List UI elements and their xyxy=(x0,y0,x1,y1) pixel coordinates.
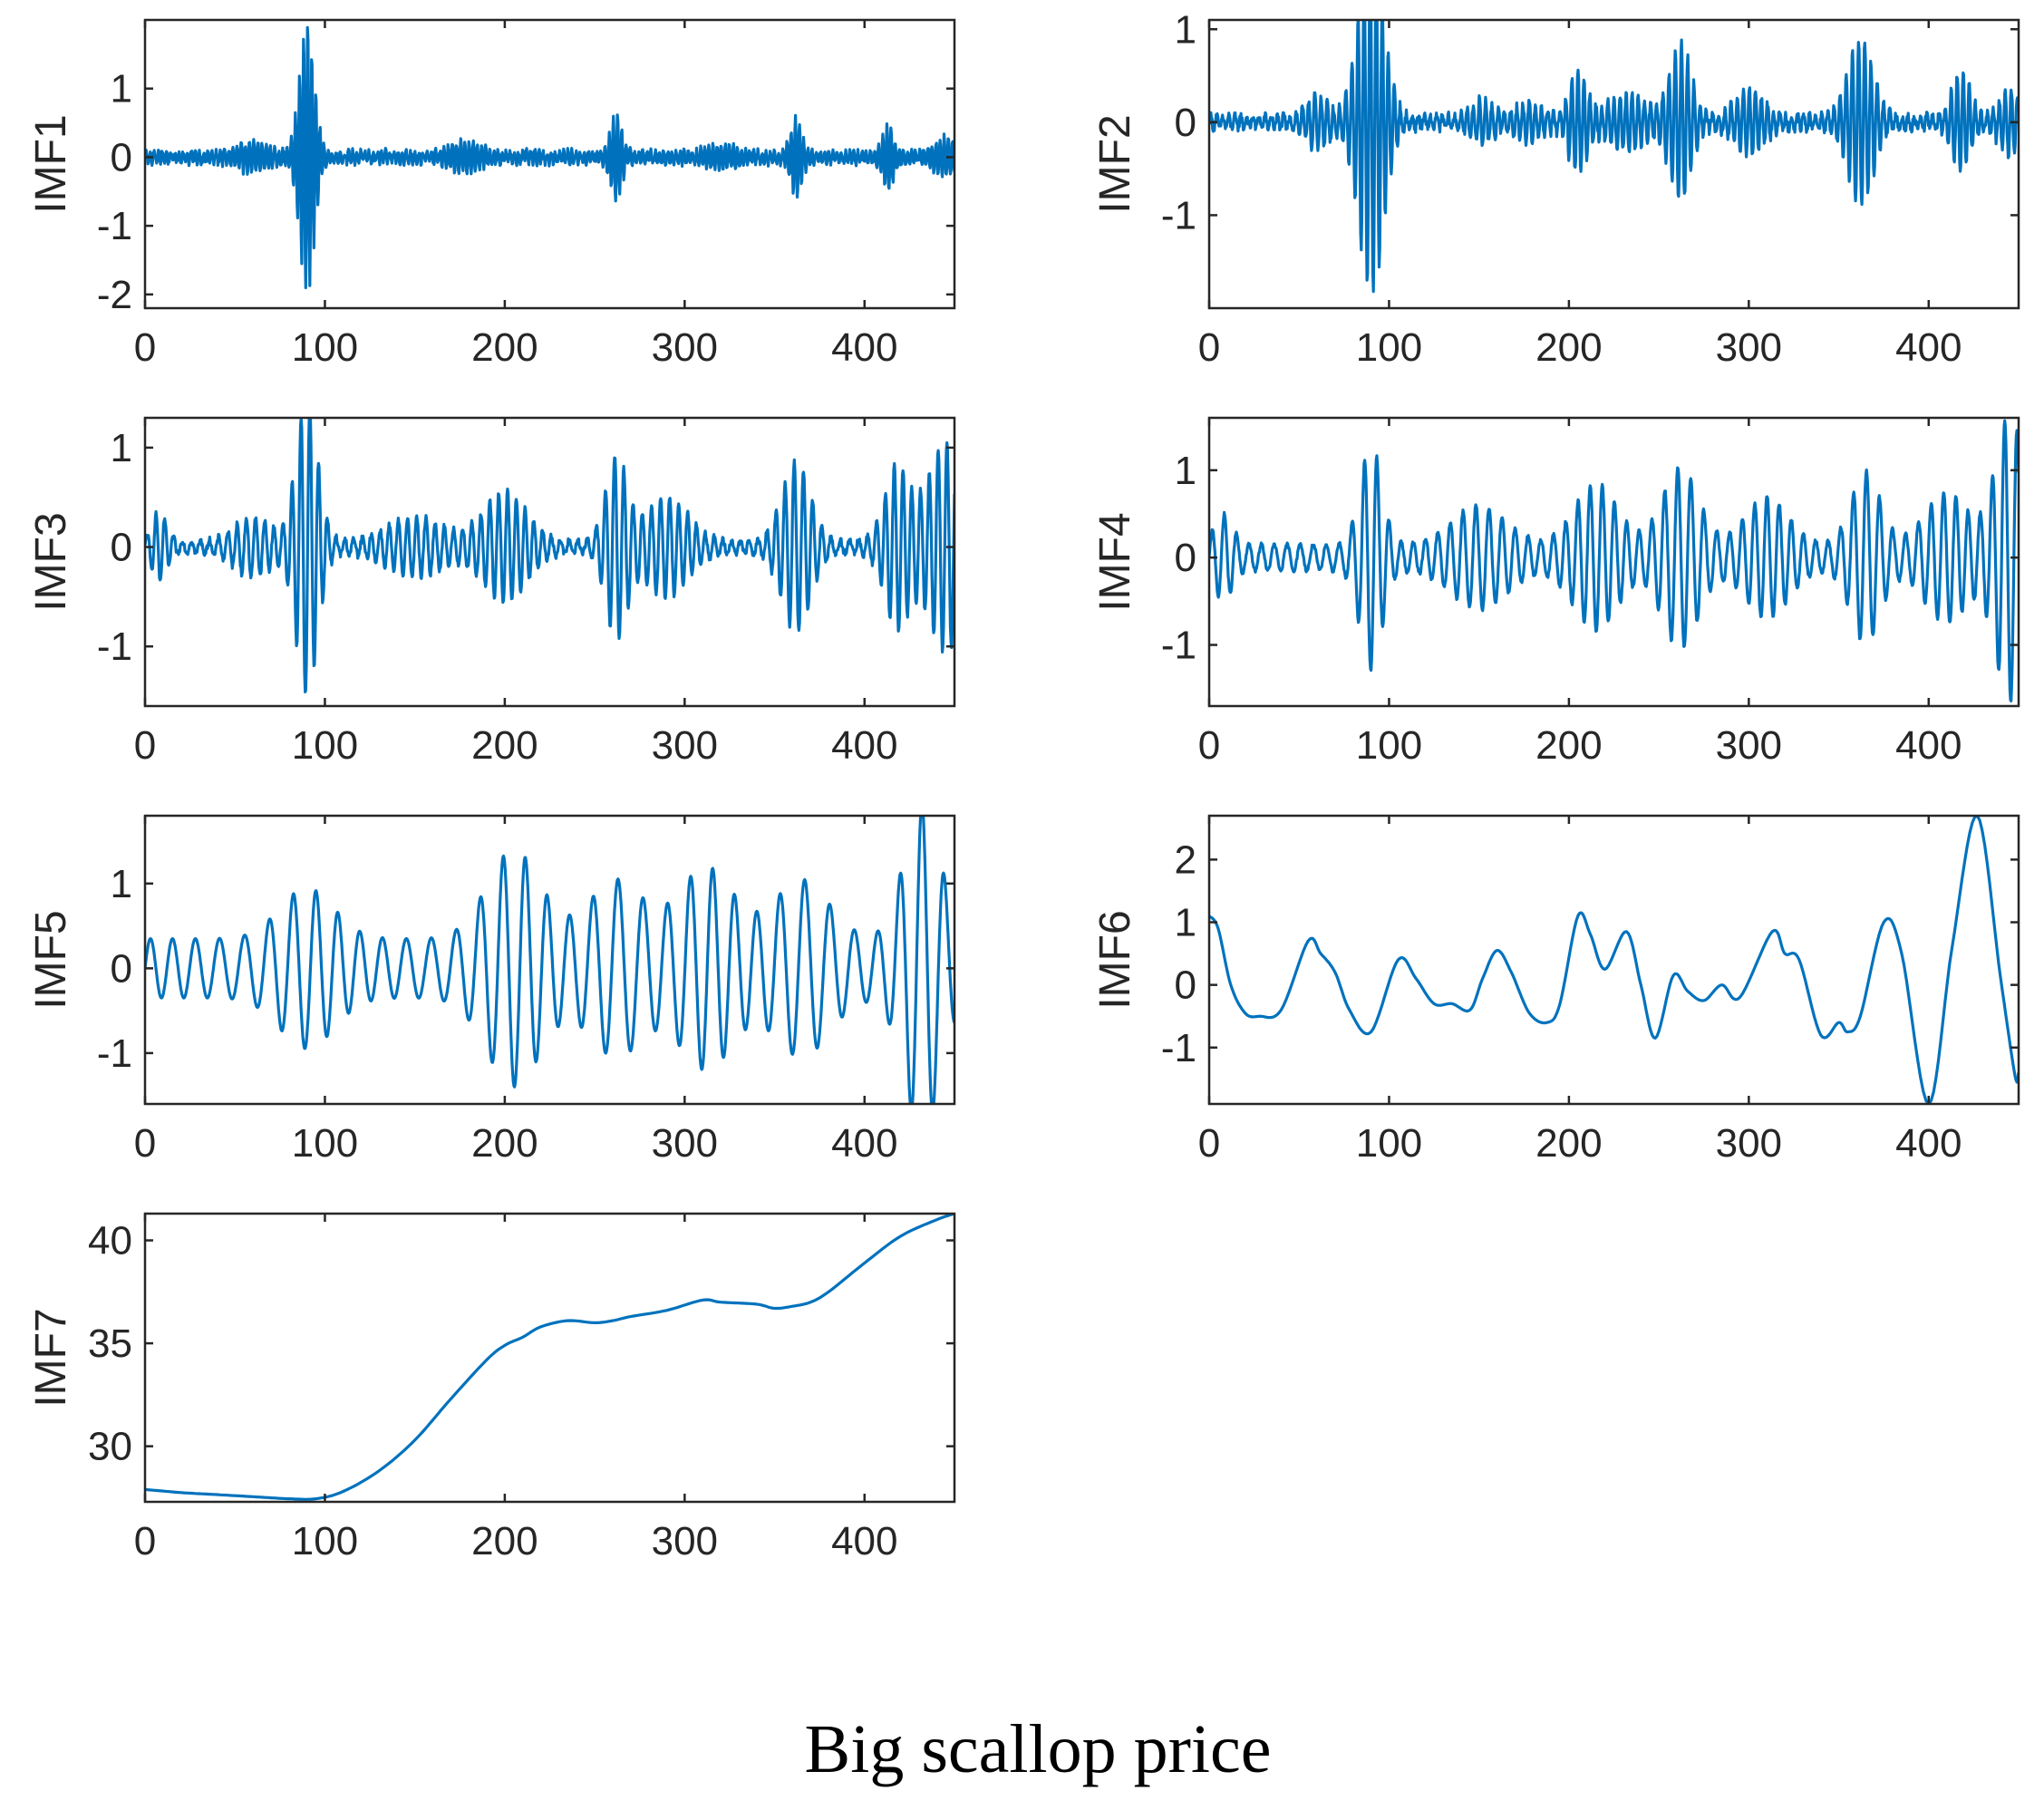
x-tick-label-imf1: 200 xyxy=(471,325,538,370)
x-tick-label-imf2: 200 xyxy=(1535,325,1602,370)
x-tick-label-imf2: 300 xyxy=(1716,325,1782,370)
y-tick-label-imf3: 0 xyxy=(111,526,132,570)
series-line-imf2 xyxy=(1209,20,2019,294)
y-axis-label-imf1: IMF1 xyxy=(27,114,75,213)
y-tick-label-imf6: 1 xyxy=(1175,901,1196,945)
x-tick-label-imf4: 400 xyxy=(1895,723,1962,768)
y-tick-label-imf1: 1 xyxy=(111,67,132,111)
y-tick-label-imf3: -1 xyxy=(97,624,132,669)
x-tick-label-imf3: 0 xyxy=(134,723,156,768)
axes-box-imf6 xyxy=(1207,814,2020,1106)
x-tick-label-imf1: 0 xyxy=(134,325,156,370)
series-line-imf7 xyxy=(145,1214,954,1501)
x-tick-label-imf6: 400 xyxy=(1895,1121,1962,1166)
y-tick-label-imf3: 1 xyxy=(111,426,132,470)
y-tick-label-imf6: 0 xyxy=(1175,963,1196,1008)
y-tick-label-imf2: -1 xyxy=(1161,193,1196,237)
series-line-imf4 xyxy=(1209,419,2019,702)
x-tick-label-imf4: 0 xyxy=(1198,723,1220,768)
x-tick-label-imf6: 200 xyxy=(1535,1121,1602,1166)
x-tick-label-imf5: 300 xyxy=(652,1121,718,1166)
x-tick-label-imf7: 0 xyxy=(134,1519,156,1563)
x-tick-label-imf1: 300 xyxy=(652,325,718,370)
x-tick-label-imf7: 100 xyxy=(292,1519,358,1563)
x-tick-label-imf7: 400 xyxy=(831,1519,897,1563)
y-axis-label-imf5: IMF5 xyxy=(27,910,75,1009)
x-tick-label-imf5: 0 xyxy=(134,1121,156,1166)
x-tick-label-imf7: 300 xyxy=(652,1519,718,1563)
x-tick-label-imf6: 100 xyxy=(1356,1121,1422,1166)
series-line-imf6 xyxy=(1209,816,2019,1104)
panel-imf1: 0 100 200 300 400 1 0 -1 -2 IMF1 xyxy=(27,18,956,370)
x-tick-label-imf4: 300 xyxy=(1716,723,1782,768)
y-axis-label-imf7: IMF7 xyxy=(27,1308,75,1407)
panel-imf6: 0 100 200 300 400 2 1 0 -1 IMF6 xyxy=(1091,814,2020,1166)
x-tick-label-imf4: 100 xyxy=(1356,723,1422,768)
x-tick-label-imf2: 400 xyxy=(1895,325,1962,370)
panel-imf2: 0 100 200 300 400 1 0 -1 IMF2 xyxy=(1091,7,2020,370)
axes-box-imf5 xyxy=(143,814,956,1106)
y-tick-label-imf5: 0 xyxy=(111,946,132,991)
y-axis-label-imf4: IMF4 xyxy=(1091,512,1139,611)
x-tick-label-imf3: 200 xyxy=(471,723,538,768)
series-line-imf1 xyxy=(145,25,954,290)
x-tick-label-imf3: 400 xyxy=(831,723,897,768)
y-tick-label-imf2: 0 xyxy=(1175,101,1196,145)
x-tick-label-imf3: 100 xyxy=(292,723,358,768)
y-tick-label-imf6: -1 xyxy=(1161,1026,1196,1070)
y-tick-label-imf5: 1 xyxy=(111,862,132,906)
axes-box-imf4 xyxy=(1207,416,2020,708)
y-tick-label-imf1: 0 xyxy=(111,135,132,179)
y-tick-label-imf5: -1 xyxy=(97,1031,132,1076)
y-axis-label-imf2: IMF2 xyxy=(1091,114,1139,213)
y-tick-label-imf1: -1 xyxy=(97,204,132,248)
figure-caption: Big scallop price xyxy=(805,1711,1272,1787)
x-tick-label-imf5: 400 xyxy=(831,1121,897,1166)
panel-imf3: 0 100 200 300 400 1 0 -1 IMF3 xyxy=(27,416,956,768)
axes-box-imf7 xyxy=(143,1212,956,1504)
x-tick-label-imf3: 300 xyxy=(652,723,718,768)
x-tick-label-imf5: 200 xyxy=(471,1121,538,1166)
y-tick-label-imf4: 0 xyxy=(1175,536,1196,580)
y-tick-label-imf2: 1 xyxy=(1175,7,1196,52)
y-tick-label-imf4: 1 xyxy=(1175,449,1196,493)
x-tick-label-imf7: 200 xyxy=(471,1519,538,1563)
y-tick-label-imf6: 2 xyxy=(1175,837,1196,882)
y-tick-label-imf7: 40 xyxy=(88,1219,132,1263)
axes-box-imf3 xyxy=(143,416,956,708)
panel-imf7: 0 100 200 300 400 40 35 30 IMF7 xyxy=(27,1212,956,1563)
y-axis-label-imf3: IMF3 xyxy=(27,512,75,611)
panel-imf4: 0 100 200 300 400 1 0 -1 IMF4 xyxy=(1091,416,2020,768)
y-tick-label-imf7: 30 xyxy=(88,1425,132,1469)
series-line-imf3 xyxy=(145,418,954,693)
y-tick-label-imf1: -2 xyxy=(97,273,132,317)
x-tick-label-imf4: 200 xyxy=(1535,723,1602,768)
x-tick-label-imf1: 100 xyxy=(292,325,358,370)
x-tick-label-imf6: 300 xyxy=(1716,1121,1782,1166)
y-tick-label-imf7: 35 xyxy=(88,1321,132,1366)
y-axis-label-imf6: IMF6 xyxy=(1091,910,1139,1009)
x-tick-label-imf1: 400 xyxy=(831,325,897,370)
series-line-imf5 xyxy=(145,816,954,1104)
x-tick-label-imf5: 100 xyxy=(292,1121,358,1166)
x-tick-label-imf6: 0 xyxy=(1198,1121,1220,1166)
y-tick-label-imf4: -1 xyxy=(1161,624,1196,668)
x-tick-label-imf2: 0 xyxy=(1198,325,1220,370)
axes-box-imf1 xyxy=(143,18,956,310)
x-tick-label-imf2: 100 xyxy=(1356,325,1422,370)
axes-box-imf2 xyxy=(1207,18,2020,310)
